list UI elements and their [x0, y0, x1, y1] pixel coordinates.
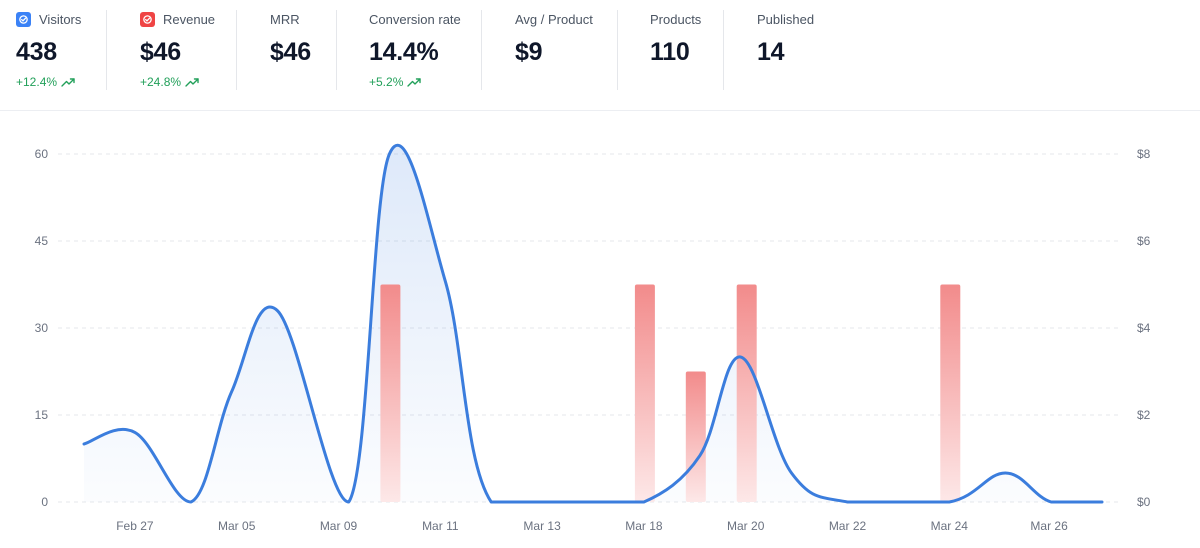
x-tick-label: Feb 27 — [116, 519, 154, 533]
stat-label: MRR — [270, 12, 300, 27]
stat-value: 14 — [757, 38, 785, 66]
stat-label: Avg / Product — [515, 12, 593, 27]
x-tick-label: Mar 05 — [218, 519, 256, 533]
chart-svg[interactable]: 0 15 30 45 60 $0 $2 $4 $6 $8 Feb 27 Mar 05 Mar 09 M… — [0, 111, 1200, 543]
stat-change: +12.4% — [16, 75, 75, 89]
stat-change: +24.8% — [140, 75, 199, 89]
trending-up-icon — [185, 78, 199, 87]
x-tick-label: Mar 18 — [625, 519, 663, 533]
stat-change-value: +5.2% — [369, 75, 404, 89]
divider — [336, 10, 337, 90]
stat-revenue[interactable]: Revenue $46 +24.8% — [140, 0, 236, 110]
y-left-tick-label: 0 — [41, 495, 48, 509]
visitors-legend-check-icon[interactable] — [16, 12, 31, 27]
y-right-tick-label: $0 — [1137, 495, 1151, 509]
revenue-label-row: Revenue — [140, 12, 215, 27]
x-tick-label: Mar 13 — [523, 519, 561, 533]
x-tick-label: Mar 20 — [727, 519, 765, 533]
y-left-tick-label: 45 — [35, 234, 49, 248]
y-left-tick-label: 30 — [35, 321, 49, 335]
stat-label: Visitors — [39, 12, 82, 27]
stat-value: 438 — [16, 38, 57, 66]
stat-change: +5.2% — [369, 75, 422, 89]
stat-label: Products — [650, 12, 702, 27]
revenue-bar — [685, 371, 706, 502]
stat-value: $9 — [515, 38, 543, 66]
y-axis-left: 0 15 30 45 60 — [35, 147, 49, 509]
divider — [236, 10, 237, 90]
stat-label: Revenue — [163, 12, 216, 27]
stat-visitors[interactable]: Visitors 438 +12.4% — [16, 0, 106, 110]
x-tick-label: Mar 26 — [1030, 519, 1068, 533]
stat-mrr: MRR $46 — [270, 0, 336, 110]
revenue-legend-check-icon[interactable] — [140, 12, 155, 27]
x-tick-label: Mar 24 — [931, 519, 969, 533]
y-left-tick-label: 60 — [35, 147, 49, 161]
x-axis: Feb 27 Mar 05 Mar 09 Mar 11 Mar 13 Mar 18 Mar … — [116, 519, 1068, 533]
stat-value: 14.4% — [369, 38, 439, 66]
stat-value: 110 — [650, 38, 690, 66]
stat-value: $46 — [140, 38, 181, 66]
visitors-line — [82, 143, 1104, 504]
revenue-bar — [380, 284, 401, 502]
divider — [481, 10, 482, 90]
stat-value: $46 — [270, 38, 311, 66]
stat-products: Products 110 — [650, 0, 723, 110]
x-tick-label: Mar 22 — [829, 519, 867, 533]
visitors-label-row: Visitors — [16, 12, 81, 27]
trending-up-icon — [407, 78, 422, 87]
y-axis-right: $0 $2 $4 $6 $8 — [1137, 147, 1151, 509]
divider — [106, 10, 107, 90]
y-right-tick-label: $2 — [1137, 408, 1151, 422]
y-right-tick-label: $6 — [1137, 234, 1151, 248]
stat-change-value: +24.8% — [140, 75, 182, 89]
x-tick-label: Mar 11 — [422, 519, 459, 533]
stat-label: Published — [757, 12, 815, 27]
y-right-tick-label: $8 — [1137, 147, 1151, 161]
stats-bar: Visitors 438 +12.4% Revenue $46 +24.8% M… — [0, 0, 1200, 111]
stat-published: Published 14 — [757, 0, 857, 110]
divider — [617, 10, 618, 90]
visitors-revenue-chart[interactable]: 0 15 30 45 60 $0 $2 $4 $6 $8 Feb 27 Mar 05 Mar 09 M… — [0, 111, 1200, 543]
revenue-bar — [940, 284, 961, 502]
revenue-bars-group — [380, 284, 961, 502]
stat-conversion-rate: Conversion rate 14.4% +5.2% — [369, 0, 481, 110]
x-tick-label: Mar 09 — [320, 519, 358, 533]
divider — [723, 10, 724, 90]
y-left-tick-label: 15 — [35, 408, 49, 422]
stat-change-value: +12.4% — [16, 75, 58, 89]
stat-label: Conversion rate — [369, 12, 461, 27]
revenue-bar — [736, 284, 757, 502]
visitors-line-group — [82, 143, 1104, 504]
trending-up-icon — [61, 78, 75, 87]
stat-avg-product: Avg / Product $9 — [515, 0, 617, 110]
revenue-bar — [634, 284, 655, 502]
y-right-tick-label: $4 — [1137, 321, 1151, 335]
